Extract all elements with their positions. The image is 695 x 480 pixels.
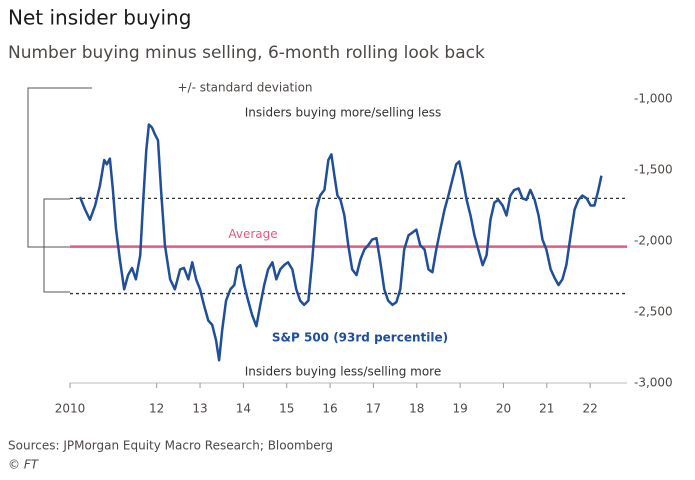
x-tick-label: 13 <box>192 402 207 416</box>
bracket-inner <box>43 198 70 293</box>
annotation: S&P 500 (93rd percentile) <box>272 331 448 345</box>
x-tick-label: 2010 <box>55 402 86 416</box>
x-tick-label: 16 <box>322 402 337 416</box>
reference-label: Average <box>228 227 277 241</box>
x-tick-label: 17 <box>366 402 381 416</box>
x-tick-label: 22 <box>583 402 598 416</box>
y-tick-label: -2,000 <box>634 234 673 248</box>
source: Sources: JPMorgan Equity Macro Research;… <box>8 439 333 453</box>
x-tick-label: 12 <box>149 402 164 416</box>
bracket <box>27 87 92 293</box>
series-line <box>78 123 603 362</box>
chart-subtitle: Number buying minus selling, 6-month rol… <box>8 43 485 63</box>
x-tick-label: 18 <box>409 402 424 416</box>
x-tick-label: 14 <box>236 402 251 416</box>
x-tick-label: 20 <box>496 402 511 416</box>
y-tick-label: -1,000 <box>634 92 673 106</box>
bracket-outer <box>27 87 92 248</box>
credit: © FT <box>8 458 40 472</box>
y-tick-label: -2,500 <box>634 305 673 319</box>
y-tick-label: -3,000 <box>634 376 673 390</box>
annotation: Insiders buying more/selling less <box>245 106 441 120</box>
annotation: Insiders buying less/selling more <box>245 365 441 379</box>
chart-title: Net insider buying <box>8 6 191 30</box>
x-tick-label: 21 <box>539 402 554 416</box>
x-tick-label: 15 <box>279 402 294 416</box>
annotation: +/- standard deviation <box>177 81 312 95</box>
x-tick-label: 19 <box>452 402 467 416</box>
y-tick-label: -1,500 <box>634 163 673 177</box>
